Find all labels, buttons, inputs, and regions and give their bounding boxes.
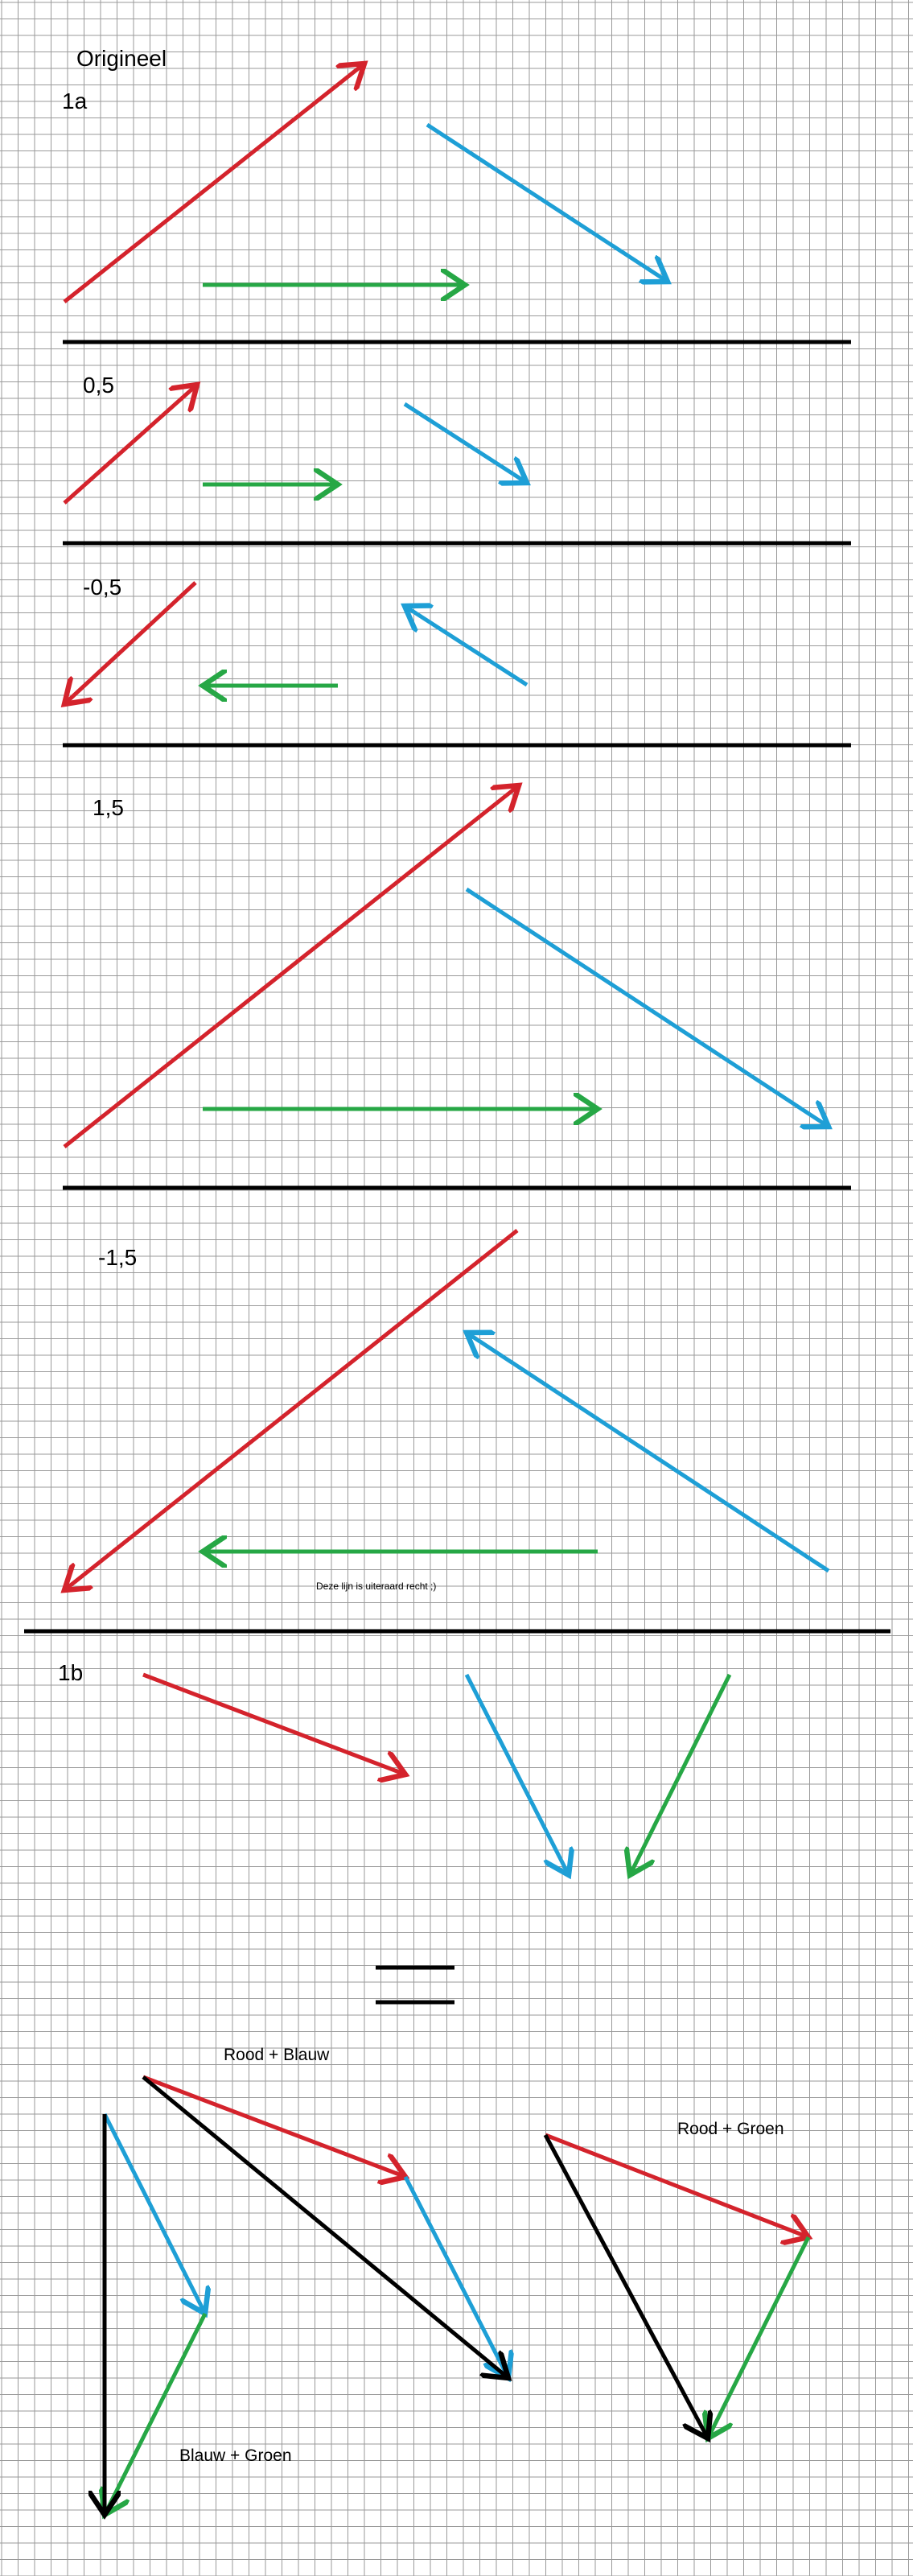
blue-vector-sum-rb (403, 2175, 508, 2378)
blue-vector-1b (464, 1673, 569, 1875)
red-vector-1-5 (63, 785, 519, 1148)
section-1b: 1b (58, 1660, 732, 2005)
red-vector-1b (142, 1672, 405, 1774)
blue-vector-original (426, 122, 668, 282)
section-scale-0-5: 0,5 (63, 373, 527, 505)
label-rood-blauw: Rood + Blauw (224, 2046, 330, 2064)
blue-vector-sum-bg (102, 2112, 205, 2314)
section-scale-1-5: 1,5 (63, 785, 829, 1148)
black-result-vector-rb (142, 2075, 508, 2378)
note-line-straight: Deze lijn is uiteraard recht ;) (316, 1581, 436, 1592)
label-scale-neg-1-5: -1,5 (98, 1245, 137, 1270)
label-1b: 1b (58, 1660, 83, 1685)
blue-vector-1-5 (465, 887, 829, 1127)
green-vector-sum-rg (708, 2236, 811, 2438)
red-vector-0-5 (63, 385, 197, 505)
section-scale-neg-0-5: -0,5 (64, 575, 528, 704)
sum-rood-blauw: Rood + Blauw (142, 2046, 508, 2378)
section-dividers (24, 340, 890, 1634)
section-scale-neg-1-5: -1,5 Deze lijn is uiteraard recht ;) (64, 1229, 830, 1592)
section-origineel: Origineel 1a (62, 46, 668, 303)
label-rood-groen: Rood + Groen (677, 2120, 784, 2138)
green-vector-1b (630, 1673, 732, 1875)
blue-vector-neg-0-5 (405, 606, 528, 687)
blue-vector-0-5 (403, 402, 527, 483)
red-vector-original (63, 64, 364, 303)
black-result-vector-rg (543, 2133, 708, 2438)
sum-rood-groen: Rood + Groen (543, 2120, 811, 2438)
red-vector-neg-0-5 (64, 581, 197, 704)
red-vector-sum-rb (142, 2075, 405, 2177)
red-vector-sum-rg (545, 2133, 808, 2237)
label-scale-1-5: 1,5 (93, 795, 124, 820)
red-vector-neg-1-5 (64, 1229, 519, 1590)
label-origineel: Origineel (76, 46, 167, 71)
label-blauw-groen: Blauw + Groen (179, 2446, 292, 2465)
label-scale-0-5: 0,5 (83, 373, 114, 398)
green-vector-sum-bg (105, 2312, 208, 2515)
label-1a: 1a (62, 89, 88, 113)
label-scale-neg-0-5: -0,5 (83, 575, 121, 600)
sum-blauw-groen: Blauw + Groen (102, 2112, 292, 2515)
blue-vector-neg-1-5 (467, 1333, 830, 1573)
